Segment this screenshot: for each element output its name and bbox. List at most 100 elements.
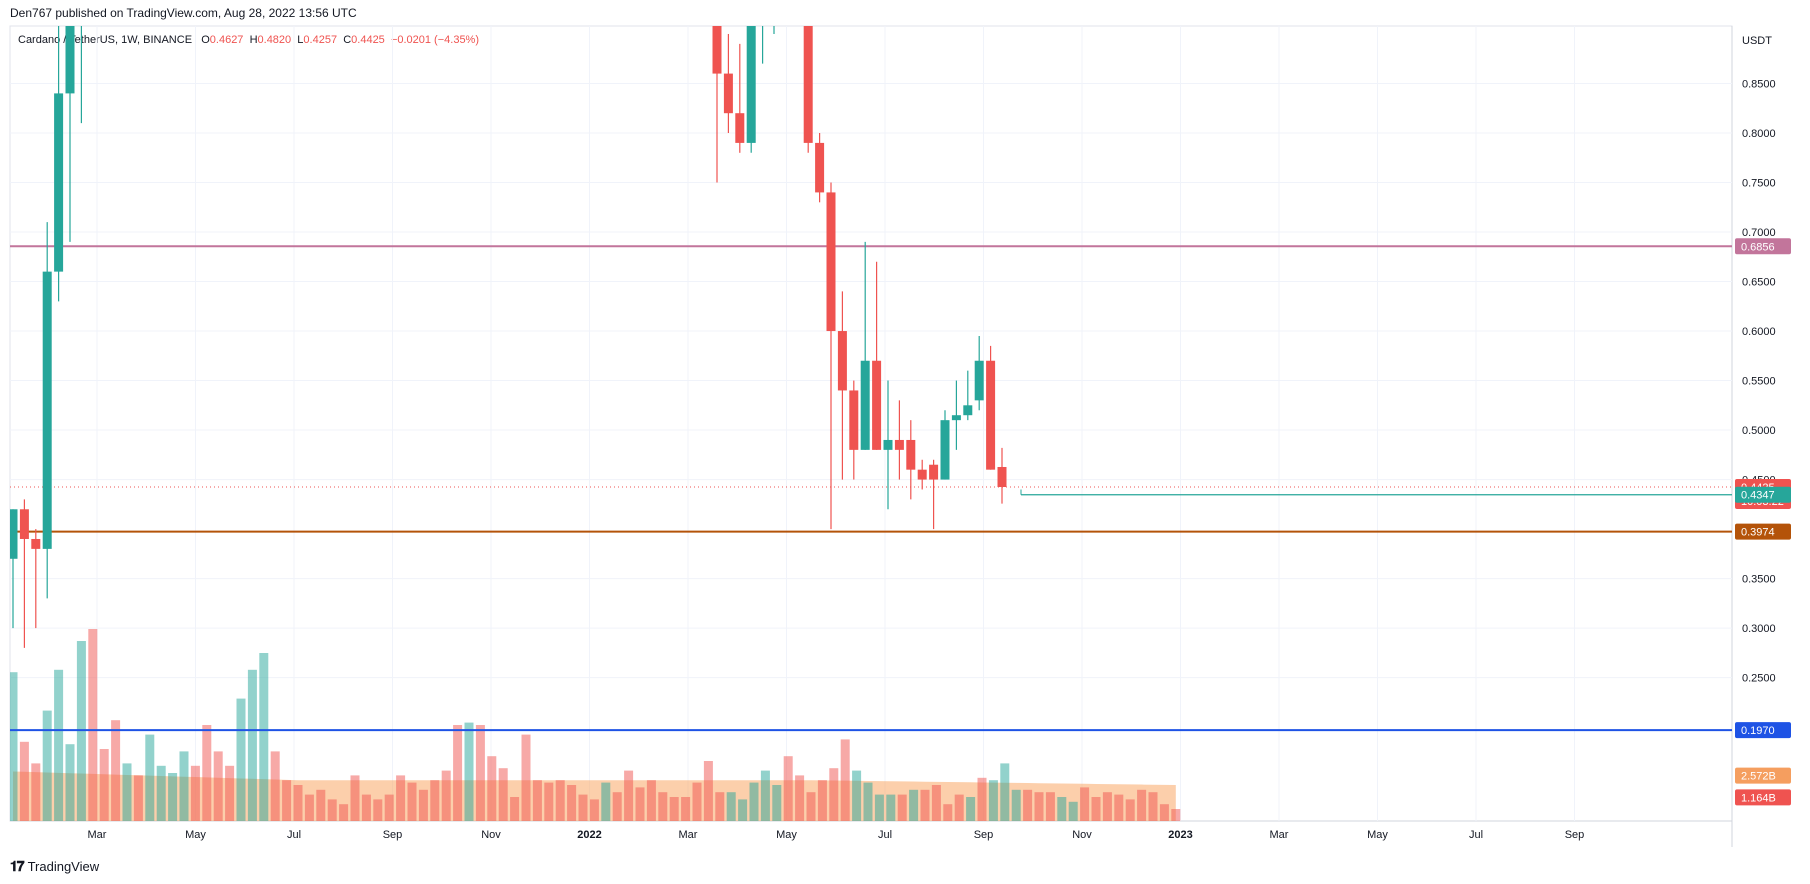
volume-bar (692, 782, 702, 821)
volume-bar (1091, 797, 1101, 821)
publish-info: Den767 published on TradingView.com, Aug… (10, 6, 357, 20)
candles-layer (10, 0, 1007, 648)
y-tick-label: 0.6500 (1742, 277, 1776, 289)
close-label: C (343, 34, 352, 46)
volume-bar (293, 785, 303, 821)
volume-bar (350, 775, 360, 821)
volume-bar (236, 698, 246, 821)
price-tag-label: 0.4347 (1741, 490, 1775, 502)
volume-bar (156, 765, 166, 821)
price-tag-bg (1735, 523, 1791, 540)
volume-bar (122, 763, 132, 821)
volume-bar (1125, 799, 1135, 821)
volume-bar (1011, 789, 1021, 821)
y-tick-label: 0.5500 (1742, 376, 1776, 388)
volume-bar (99, 749, 109, 821)
volume-bar (407, 782, 417, 821)
volume-bar (1102, 792, 1112, 821)
volume-bar (475, 725, 485, 821)
y-tick-label: 0.5000 (1742, 425, 1776, 437)
price-tag-bg (1735, 238, 1791, 255)
candle-body (951, 415, 961, 421)
open-value: 0.4627 (209, 34, 244, 46)
footer: 𝟏𝟕 TradingView (10, 858, 99, 875)
symbol-name[interactable]: Cardano / TetherUS, 1W, BINANCE (18, 34, 193, 46)
candle-body (31, 538, 41, 549)
volume-bar (795, 775, 805, 821)
volume-bar (441, 770, 451, 821)
volume-bar (635, 787, 645, 821)
volume-bar (715, 792, 725, 821)
candle-body (872, 360, 882, 450)
candle-body (963, 405, 973, 416)
volume-bar (544, 782, 554, 821)
volume-bar (54, 669, 64, 821)
candle-body (849, 390, 859, 450)
volume-bar (487, 756, 497, 821)
volume-bar (681, 797, 691, 821)
close-value: 0.4425 (351, 34, 385, 46)
candle-body (42, 271, 52, 549)
price-tag-bg (1735, 722, 1791, 739)
volume-bar (988, 780, 998, 821)
volume-bar (316, 789, 326, 821)
footer-brand: TradingView (27, 859, 100, 874)
low-value: 0.4257 (303, 34, 338, 46)
volume-bar (806, 792, 816, 821)
candle-body (860, 360, 870, 450)
volume-bar (521, 734, 531, 821)
candle-body (917, 469, 927, 480)
price-tag-label: 0.3974 (1741, 527, 1775, 539)
volume-bar (430, 780, 440, 821)
volume-bar (578, 794, 588, 821)
candle-body (837, 331, 847, 391)
volume-bar (874, 794, 884, 821)
y-tick-label: 0.3500 (1742, 574, 1776, 586)
candle-body (826, 192, 836, 332)
volume-bar (646, 780, 656, 821)
volume-bar (19, 741, 29, 821)
volume-bar (145, 734, 155, 821)
volume-bar (943, 804, 953, 821)
candle-body (65, 26, 75, 94)
price-tag-label: 0.6856 (1741, 241, 1775, 253)
candle-body (815, 142, 825, 193)
symbol-legend: Cardano / TetherUS, 1W, BINANCE O0.4627 … (18, 34, 479, 46)
x-tick-label: Mar (679, 829, 698, 841)
candle-body (986, 360, 996, 470)
volume-bar (1148, 792, 1158, 821)
price-tag-label: 0.1970 (1741, 725, 1775, 737)
volume-bar (772, 785, 782, 821)
y-tick-label: 0.8000 (1742, 128, 1776, 140)
volume-bar (1159, 804, 1169, 821)
volume-bar (42, 710, 52, 821)
price-tag-label: 1.164B (1741, 792, 1776, 804)
x-tick-label: Jul (878, 829, 892, 841)
volume-bar (510, 797, 520, 821)
volume-bar (749, 782, 759, 821)
volume-bar (863, 782, 873, 821)
candle-body (803, 26, 813, 143)
y-tick-label: 0.2500 (1742, 673, 1776, 685)
x-tick-label: Jul (1469, 829, 1483, 841)
volume-bar (977, 777, 987, 821)
volume-bar (1080, 787, 1090, 821)
candle-body (997, 466, 1007, 487)
candle-body (723, 73, 733, 114)
candle-body (974, 360, 984, 401)
volume-bar (567, 785, 577, 821)
price-tag-bg (1735, 789, 1791, 806)
volume-bar (909, 789, 919, 821)
x-tick-label: May (776, 829, 797, 841)
candle-body (10, 509, 18, 559)
candle-body (758, 0, 767, 24)
volume-bar (1114, 794, 1124, 821)
volume-bar (339, 804, 349, 821)
volume-bar (886, 794, 896, 821)
volume-bar (1171, 809, 1181, 821)
price-tag-bg (1735, 767, 1791, 784)
volume-bar (270, 751, 280, 821)
x-tick-label: May (185, 829, 206, 841)
tradingview-logo-icon: 𝟏𝟕 (10, 858, 25, 874)
